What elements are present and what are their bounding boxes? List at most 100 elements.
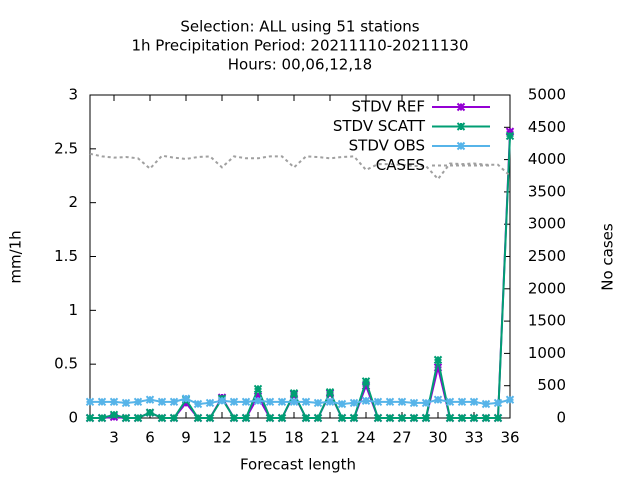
legend-label: STDV SCATT xyxy=(333,117,426,135)
point-marker xyxy=(109,410,119,419)
point-marker xyxy=(337,399,347,409)
point-marker xyxy=(433,395,443,404)
point-marker xyxy=(337,413,347,423)
point-marker xyxy=(493,413,503,423)
x-tick-label: 33 xyxy=(464,429,483,447)
point-marker xyxy=(169,397,179,407)
legend-marker xyxy=(456,102,466,112)
y2-tick-label: 5000 xyxy=(528,86,566,104)
y2-tick-label: 3500 xyxy=(528,182,566,200)
point-marker xyxy=(145,408,155,417)
point-marker xyxy=(121,398,131,408)
point-marker xyxy=(409,398,419,408)
point-marker xyxy=(397,397,407,407)
y-tick-label: 2 xyxy=(68,193,78,211)
point-marker xyxy=(193,413,203,423)
y-axis-label: mm/1h xyxy=(7,230,25,283)
legend-marker xyxy=(456,122,466,131)
point-marker xyxy=(457,413,467,423)
point-marker xyxy=(373,413,383,423)
point-marker xyxy=(121,413,131,423)
point-marker xyxy=(181,394,191,403)
legend-label: STDV REF xyxy=(351,98,425,116)
title-line: Selection: ALL using 51 stations xyxy=(180,18,419,36)
point-marker xyxy=(397,413,407,423)
point-marker xyxy=(469,397,479,407)
point-marker xyxy=(301,397,311,407)
point-marker xyxy=(505,127,515,136)
x-tick-label: 18 xyxy=(284,429,303,447)
point-marker xyxy=(433,363,443,372)
point-marker xyxy=(133,397,143,407)
point-marker xyxy=(277,397,287,407)
point-marker xyxy=(505,131,515,141)
y-tick-label: 0.5 xyxy=(54,355,78,373)
point-marker xyxy=(217,396,227,405)
point-marker xyxy=(97,413,107,423)
point-marker xyxy=(301,413,311,423)
y-tick-label: 3 xyxy=(68,86,78,104)
point-marker xyxy=(361,381,371,390)
point-marker xyxy=(85,413,95,423)
point-marker xyxy=(277,413,287,423)
point-marker xyxy=(145,395,155,404)
point-marker xyxy=(493,398,503,408)
point-marker xyxy=(433,355,443,365)
title-line: Hours: 00,06,12,18 xyxy=(228,56,372,74)
title-line: 1h Precipitation Period: 20211110-202111… xyxy=(131,37,468,55)
y2-tick-label: 2000 xyxy=(528,279,566,297)
y2-tick-label: 0 xyxy=(556,409,566,427)
point-marker xyxy=(421,398,431,408)
point-marker xyxy=(253,384,263,394)
x-tick-label: 6 xyxy=(145,429,155,447)
y-tick-label: 1 xyxy=(68,301,78,319)
point-marker xyxy=(229,413,239,423)
point-marker xyxy=(373,397,383,407)
point-marker xyxy=(505,395,515,404)
x-tick-label: 36 xyxy=(500,429,519,447)
point-marker xyxy=(109,397,119,407)
y2-tick-label: 4500 xyxy=(528,118,566,136)
point-marker xyxy=(97,397,107,407)
y-tick-label: 2.5 xyxy=(54,139,78,157)
y-tick-label: 1.5 xyxy=(54,247,78,265)
point-marker xyxy=(313,413,323,423)
y-tick-label: 0 xyxy=(68,409,78,427)
point-marker xyxy=(205,398,215,408)
series-line xyxy=(89,152,511,181)
point-marker xyxy=(409,413,419,423)
point-marker xyxy=(265,413,275,423)
point-marker xyxy=(349,398,359,408)
point-marker xyxy=(313,398,323,408)
point-marker xyxy=(289,397,299,407)
legend-label: CASES xyxy=(376,156,425,174)
legend-label: STDV OBS xyxy=(349,137,425,155)
point-marker xyxy=(157,413,167,423)
legend-marker xyxy=(456,141,466,151)
point-marker xyxy=(457,397,467,407)
point-marker xyxy=(325,387,335,397)
y2-tick-label: 3000 xyxy=(528,215,566,233)
x-tick-label: 15 xyxy=(248,429,267,447)
x-tick-label: 21 xyxy=(320,429,339,447)
x-tick-label: 12 xyxy=(212,429,231,447)
point-marker xyxy=(385,397,395,407)
point-marker xyxy=(205,413,215,423)
y2-tick-label: 4000 xyxy=(528,150,566,168)
point-marker xyxy=(349,413,359,423)
point-marker xyxy=(481,413,491,423)
point-marker xyxy=(445,397,455,407)
point-marker xyxy=(445,413,455,423)
point-marker xyxy=(361,396,371,405)
point-marker xyxy=(253,392,263,401)
point-marker xyxy=(229,397,239,407)
point-marker xyxy=(85,397,95,407)
point-marker xyxy=(481,399,491,409)
x-tick-label: 3 xyxy=(109,429,119,447)
y2-tick-label: 2500 xyxy=(528,247,566,265)
y2-tick-label: 1500 xyxy=(528,312,566,330)
x-tick-label: 30 xyxy=(428,429,447,447)
point-marker xyxy=(241,397,251,407)
point-marker xyxy=(157,397,167,407)
